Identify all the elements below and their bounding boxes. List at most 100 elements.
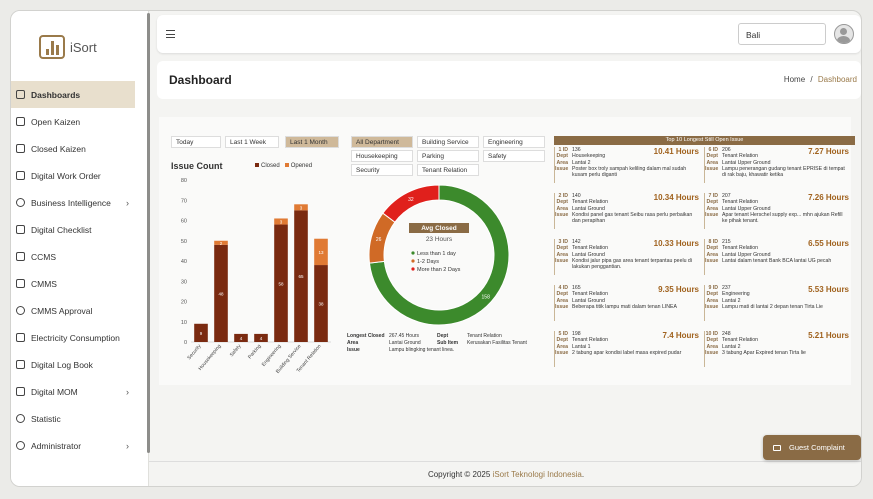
guest-complaint-button[interactable]: Guest Complaint (763, 435, 861, 460)
sidebar-item-dashboards[interactable]: Dashboards (11, 81, 135, 108)
bar-closed-label: 65 (298, 274, 304, 279)
sidebar-item-closed-kaizen[interactable]: Closed Kaizen (11, 135, 135, 162)
open-issue-item[interactable]: 3 ID 142 Dept Tenant Relation Area Lantai Gro… (554, 239, 701, 275)
dept-filter-housekeeping[interactable]: Housekeeping (351, 150, 413, 162)
bar-closed (194, 323, 208, 342)
dept-filter-all-department[interactable]: All Department (351, 136, 413, 148)
open-issue-item[interactable]: 8 ID 215 Dept Tenant Relation Area Lantai Upp… (704, 239, 851, 275)
open-issue-item[interactable]: 4 ID 165 Dept Tenant Relation Area Lantai Gro… (554, 285, 701, 321)
sidebar-item-ccms[interactable]: CCMS (11, 243, 135, 270)
calendar-icon (16, 360, 25, 369)
issue-text: Kondisi panel gas tenant Seibu rasa perl… (572, 211, 693, 225)
bar-opened (294, 204, 308, 211)
logo[interactable]: iSort (39, 35, 97, 59)
breadcrumb-separator: / (810, 75, 813, 84)
issue-id-label: 2 ID (558, 193, 568, 199)
donut-legend-marker (411, 251, 415, 255)
longest-closed-label: Longest Closed (347, 333, 385, 339)
closed-duration-donut: 158 26 32 Avg Closed 23 Hours Less than 1 day… (368, 184, 510, 326)
longest-issue-value: Lampu blingking tenant linea. (389, 347, 455, 353)
issue-area-label: Area (706, 205, 718, 212)
issue-hours: 6.55 Hours (808, 239, 849, 248)
kaizen-icon (16, 117, 25, 126)
donut-slice-label: 32 (408, 197, 414, 203)
y-tick-label: 20 (181, 300, 187, 306)
sidebar-item-digital-mom[interactable]: Digital MOM › (11, 378, 135, 405)
issue-dept-label: Dept (706, 199, 718, 206)
time-filter-last-1-month[interactable]: Last 1 Month (285, 136, 339, 148)
bar-opened (274, 218, 288, 225)
breadcrumb-current: Dashboard (817, 75, 857, 84)
sidebar-item-cmms-approval[interactable]: CMMS Approval (11, 297, 135, 324)
issue-text: Kondisi jalur pipa gas area tenant terpa… (572, 257, 692, 271)
dept-filter-security[interactable]: Security (351, 164, 413, 176)
sidebar-item-label: Open Kaizen (31, 116, 81, 127)
sidebar-item-digital-log-book[interactable]: Digital Log Book (11, 351, 135, 378)
dept-filter-engineering[interactable]: Engineering (483, 136, 545, 148)
sidebar-item-administrator[interactable]: Administrator › (11, 432, 135, 459)
donut-legend-label: 1-2 Days (417, 259, 439, 265)
sidebar-scrollbar[interactable] (147, 13, 150, 453)
sidebar-item-statistic[interactable]: Statistic (11, 405, 135, 432)
sidebar-item-cmms[interactable]: CMMS (11, 270, 135, 297)
bar-closed-label: 48 (218, 291, 224, 296)
issue-area-label: Area (706, 343, 718, 350)
legend-closed-label: Closed (261, 163, 280, 169)
location-select[interactable]: Bali (738, 23, 826, 45)
donut-slice-label: 26 (376, 237, 382, 243)
open-issue-item[interactable]: 7 ID 207 Dept Tenant Relation Area Lantai Upp… (704, 193, 851, 229)
sidebar-item-label: Administrator (31, 440, 82, 451)
issue-text: Poster box troly sampah keliling dalam m… (572, 165, 687, 179)
open-issue-item[interactable]: 6 ID 206 Dept Tenant Relation Area Lantai Upp… (704, 147, 851, 183)
dept-filter-safety[interactable]: Safety (483, 150, 545, 162)
issue-count-legend: Closed Opened (255, 163, 312, 169)
breadcrumb: Home / Dashboard (784, 75, 857, 84)
issue-area-label: Area (556, 205, 568, 212)
longest-dept-label: Dept (437, 333, 449, 339)
sidebar-item-label: Digital Log Book (31, 359, 93, 370)
issue-text-label: Issue (555, 165, 569, 172)
bar-closed-label: 38 (318, 302, 324, 307)
sidebar-item-open-kaizen[interactable]: Open Kaizen (11, 108, 135, 135)
breadcrumb-home[interactable]: Home (783, 75, 806, 84)
issue-text: Lampu penerangan gudang tenant EPRISE di… (722, 165, 845, 179)
open-issue-item[interactable]: 1 ID 136 Dept Housekeeping Area Lantai 2 Issue… (554, 147, 701, 183)
open-issue-item[interactable]: 2 ID 140 Dept Tenant Relation Area Lantai Gro… (554, 193, 701, 229)
y-tick-label: 40 (181, 259, 187, 265)
longest-subitem-value: Kerusakan Fasilitas Tenant (467, 340, 527, 346)
donut-slice (382, 184, 440, 223)
footer-suffix: . (581, 470, 585, 479)
issue-text-label: Issue (705, 303, 719, 310)
issue-area-label: Area (556, 343, 568, 350)
footer-brand-link[interactable]: iSort Teknologi Indonesia (492, 470, 582, 479)
time-filter-today[interactable]: Today (171, 136, 221, 148)
issue-hours: 9.35 Hours (658, 285, 699, 294)
sidebar-item-electricity-consumption[interactable]: Electricity Consumption (11, 324, 135, 351)
calendar-icon (16, 225, 25, 234)
dept-filter-tenant-relation[interactable]: Tenant Relation (417, 164, 479, 176)
issue-id-label: 10 ID (705, 331, 718, 337)
sidebar-item-digital-work-order[interactable]: Digital Work Order (11, 162, 135, 189)
avg-closed-badge (409, 223, 469, 233)
footer: Copyright © 2025 iSort Teknologi Indones… (149, 461, 861, 486)
donut-slice-label: 158 (482, 295, 491, 301)
sidebar-item-label: CCMS (31, 251, 57, 262)
open-issue-item[interactable]: 5 ID 198 Dept Tenant Relation Area Lantai 1 Is… (554, 331, 701, 367)
issue-id-label: 1 ID (558, 147, 568, 153)
user-avatar[interactable] (834, 24, 854, 44)
time-filter-last-1-week[interactable]: Last 1 Week (225, 136, 279, 148)
dept-filter-building-service[interactable]: Building Service (417, 136, 479, 148)
issue-text: Apar tenant Herschel supply exp... mhn a… (722, 211, 843, 225)
dept-filter-parking[interactable]: Parking (417, 150, 479, 162)
sidebar-item-business-intelligence[interactable]: Business Intelligence › (11, 189, 135, 216)
y-tick-label: 10 (181, 320, 187, 326)
sidebar-item-digital-checklist[interactable]: Digital Checklist (11, 216, 135, 243)
issue-text: 3 tabung Apar Expired tenan Tirta lie (722, 349, 806, 356)
sidebar-item-label: Dashboards (31, 89, 81, 100)
bar-opened-label: 3 (280, 220, 283, 225)
open-issue-item[interactable]: 9 ID 237 Dept Engineering Area Lantai 2 Issue L… (704, 285, 851, 321)
menu-toggle-icon[interactable] (166, 30, 175, 38)
avg-closed-value: 23 Hours (426, 236, 453, 243)
issue-dept-label: Dept (556, 291, 568, 298)
